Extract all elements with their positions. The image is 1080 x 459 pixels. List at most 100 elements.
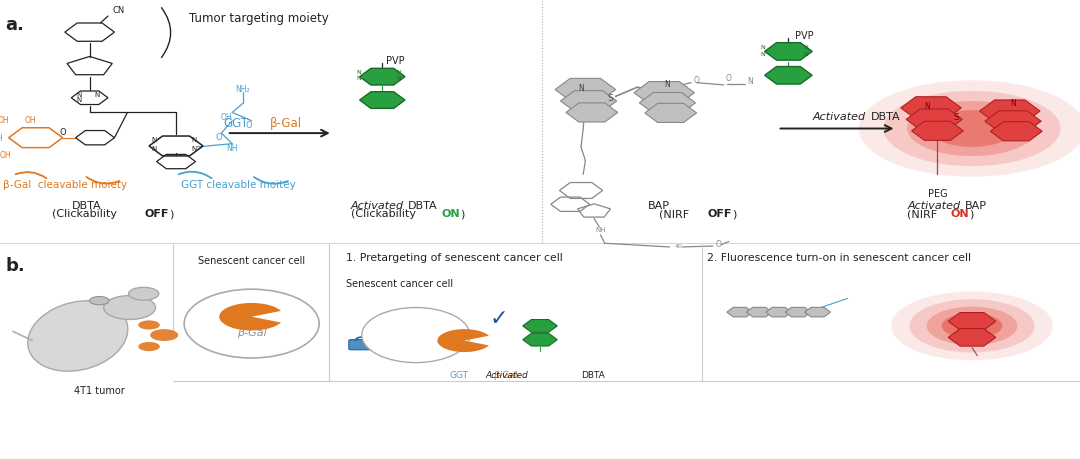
- Text: a.: a.: [5, 16, 24, 34]
- Text: N: N: [152, 146, 157, 152]
- Text: N: N: [747, 77, 754, 86]
- Polygon shape: [561, 90, 617, 112]
- Text: CN: CN: [112, 6, 124, 15]
- Polygon shape: [765, 43, 812, 60]
- Text: 4T1 tumor: 4T1 tumor: [75, 386, 124, 396]
- Text: OH: OH: [220, 112, 232, 122]
- Polygon shape: [634, 82, 694, 104]
- Text: ): ): [969, 209, 973, 219]
- Wedge shape: [219, 303, 281, 330]
- Text: β-Gal: β-Gal: [270, 118, 302, 130]
- Ellipse shape: [104, 296, 156, 319]
- Polygon shape: [785, 308, 811, 317]
- Text: (Clickability: (Clickability: [351, 209, 419, 219]
- Text: ✓: ✓: [489, 309, 509, 329]
- Text: N: N: [804, 45, 808, 50]
- Text: β-Gal: β-Gal: [494, 371, 517, 380]
- Polygon shape: [765, 67, 812, 84]
- Text: BAP: BAP: [964, 201, 986, 211]
- Text: N: N: [923, 102, 930, 111]
- Text: Activated: Activated: [812, 112, 868, 122]
- Text: N: N: [1010, 99, 1016, 108]
- Text: Activated: Activated: [486, 371, 531, 380]
- Text: ON: ON: [442, 209, 460, 219]
- Text: OH: OH: [0, 151, 11, 160]
- Text: GGT: GGT: [222, 118, 248, 130]
- Text: OFF: OFF: [707, 209, 732, 219]
- Text: O: O: [693, 76, 700, 85]
- Text: b.: b.: [5, 257, 25, 275]
- Text: 1. Pretargeting of senescent cancer cell: 1. Pretargeting of senescent cancer cell: [346, 253, 563, 263]
- Text: N: N: [804, 52, 808, 56]
- Text: ): ): [170, 209, 174, 219]
- Text: NH₂: NH₂: [235, 85, 251, 94]
- Text: ON: ON: [950, 209, 969, 219]
- Text: O: O: [715, 240, 721, 249]
- Text: 2. Fluorescence turn-on in senescent cancer cell: 2. Fluorescence turn-on in senescent can…: [707, 253, 971, 263]
- Text: N: N: [578, 84, 584, 93]
- Text: DBTA: DBTA: [581, 371, 605, 380]
- Circle shape: [907, 101, 1037, 156]
- Text: N: N: [77, 92, 81, 98]
- Text: BAP: BAP: [648, 201, 670, 211]
- Polygon shape: [948, 313, 996, 330]
- Polygon shape: [566, 103, 618, 122]
- FancyBboxPatch shape: [349, 340, 377, 350]
- Text: N: N: [760, 52, 765, 56]
- Polygon shape: [645, 103, 697, 123]
- Text: Tumor targeting moiety: Tumor targeting moiety: [189, 12, 328, 25]
- Text: Senescent cancer cell: Senescent cancer cell: [198, 256, 306, 266]
- Text: β-Gal  cleavable moiety: β-Gal cleavable moiety: [3, 180, 127, 190]
- Text: (NIRF: (NIRF: [659, 209, 692, 219]
- Polygon shape: [766, 308, 792, 317]
- Circle shape: [138, 342, 160, 351]
- Text: O: O: [245, 121, 252, 130]
- Polygon shape: [990, 122, 1042, 141]
- Text: (NIRF: (NIRF: [907, 209, 941, 219]
- Text: 40: 40: [674, 244, 683, 248]
- Text: Senescent cancer cell: Senescent cancer cell: [346, 279, 453, 289]
- Circle shape: [909, 299, 1035, 353]
- Polygon shape: [360, 68, 405, 85]
- Text: S: S: [607, 94, 613, 103]
- Polygon shape: [639, 92, 696, 113]
- Text: N: N: [664, 80, 671, 90]
- Text: ): ): [732, 209, 737, 219]
- Text: S: S: [953, 112, 959, 122]
- Text: GGT cleavable moitey: GGT cleavable moitey: [181, 180, 296, 190]
- Text: NH: NH: [595, 227, 606, 234]
- Circle shape: [942, 313, 1002, 339]
- Circle shape: [90, 297, 109, 305]
- Circle shape: [927, 307, 1017, 345]
- Ellipse shape: [362, 308, 470, 363]
- Polygon shape: [912, 121, 963, 140]
- Circle shape: [859, 80, 1080, 177]
- Text: ): ): [460, 209, 464, 219]
- Text: (Clickability: (Clickability: [52, 209, 121, 219]
- Text: OFF: OFF: [145, 209, 170, 219]
- Text: DBTA: DBTA: [408, 201, 437, 211]
- Text: N: N: [396, 71, 401, 75]
- Text: OH: OH: [25, 116, 36, 125]
- Ellipse shape: [28, 301, 127, 371]
- Text: N: N: [356, 71, 361, 75]
- Circle shape: [929, 110, 1015, 147]
- Polygon shape: [746, 308, 772, 317]
- Text: NH: NH: [227, 144, 238, 153]
- Text: N: N: [77, 96, 81, 103]
- Polygon shape: [948, 329, 996, 346]
- Polygon shape: [727, 308, 753, 317]
- Ellipse shape: [184, 289, 320, 358]
- Text: OH: OH: [0, 134, 3, 143]
- Text: GGT: GGT: [449, 371, 469, 380]
- Text: N: N: [760, 45, 765, 50]
- Text: N: N: [192, 146, 197, 152]
- Polygon shape: [360, 92, 405, 108]
- Text: O: O: [59, 128, 66, 137]
- Text: β-Gal: β-Gal: [237, 328, 267, 338]
- Text: PVP: PVP: [386, 56, 404, 66]
- Polygon shape: [906, 109, 962, 130]
- Circle shape: [150, 329, 178, 341]
- Polygon shape: [985, 111, 1041, 132]
- Text: N: N: [396, 77, 401, 81]
